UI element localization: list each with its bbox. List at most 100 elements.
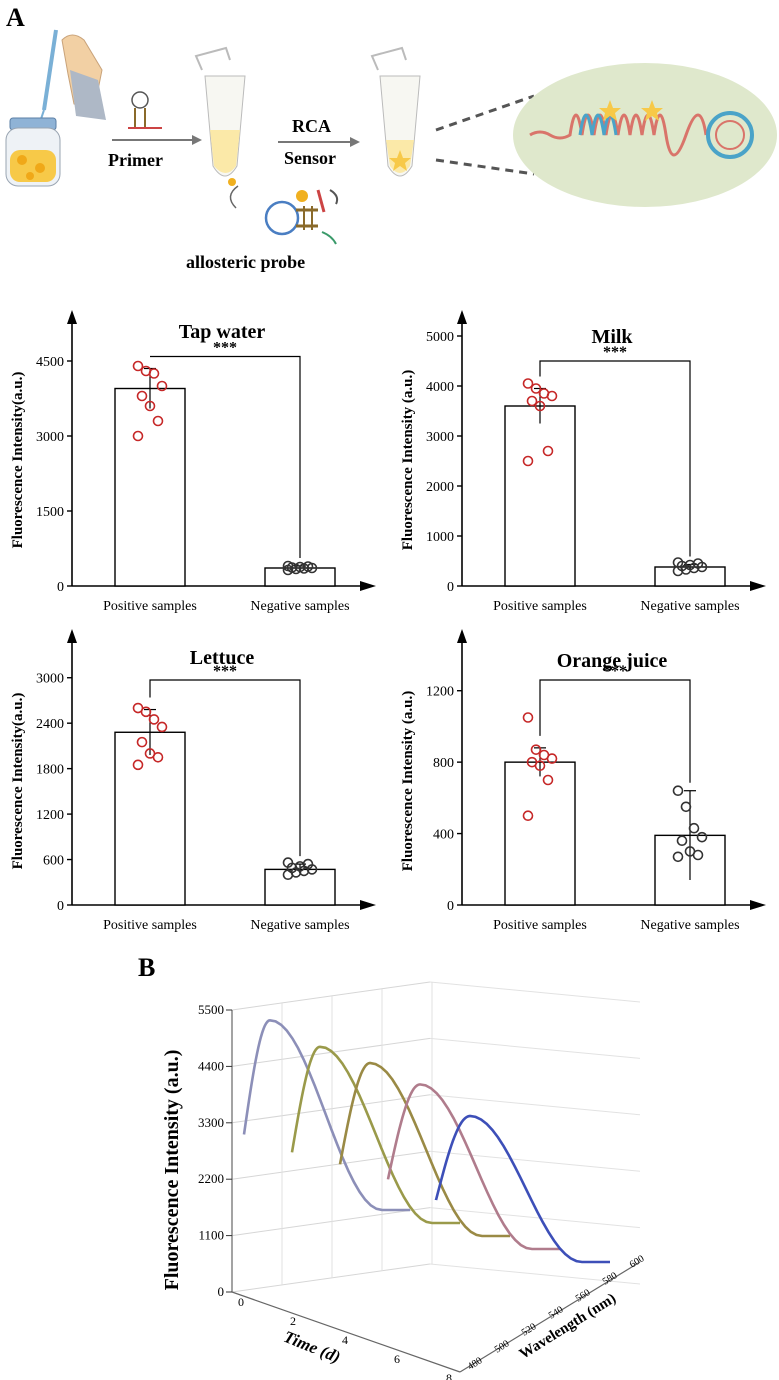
y-tick-label: 1200: [426, 685, 454, 700]
y-tick-label: 3000: [426, 430, 454, 445]
data-point: [680, 801, 692, 813]
data-point: [522, 378, 534, 389]
time-axis-label: Time (d): [281, 1327, 343, 1367]
bar-0: [504, 405, 576, 587]
y-tick-label: 0: [447, 899, 454, 914]
tube-icon-2: [370, 46, 421, 177]
grid-line: [231, 981, 431, 1011]
y-tick-label: 2400: [36, 717, 64, 732]
category-label: Positive samples: [103, 599, 197, 614]
zoom-line-top: [435, 94, 535, 132]
category-label: Positive samples: [103, 918, 197, 933]
data-point: [672, 851, 684, 863]
grid-line: [231, 1263, 431, 1293]
z-tick-label: 2200: [198, 1171, 224, 1186]
bar-chart-2: 0 600 1200 1800 2400 3000 Fluorescence Intensi…: [10, 629, 376, 933]
data-point: [542, 774, 554, 786]
y-axis-label: Fluorescence Intensity (a.u.): [400, 691, 416, 872]
time-tick-label: 4: [342, 1333, 348, 1347]
wavelength-tick-label: 520: [520, 1321, 539, 1338]
grid-line: [429, 1094, 641, 1116]
data-point: [136, 736, 148, 748]
y-tick-label: 4000: [426, 380, 454, 395]
data-point: [302, 561, 314, 572]
y-tick-label: 600: [43, 854, 64, 869]
significance-label: ***: [213, 663, 237, 680]
y-axis-label: Fluorescence Intensity (a.u.): [400, 370, 416, 551]
panel-a-schematic: A Primer: [5, 3, 777, 272]
y-tick-label: 1800: [36, 763, 64, 778]
time-axis: [231, 1291, 461, 1373]
y-tick-label: 400: [433, 828, 454, 843]
grid-line: [429, 981, 641, 1003]
grid-line: [429, 1037, 641, 1059]
category-label: Negative samples: [250, 918, 349, 933]
data-point: [534, 400, 546, 412]
time-tick-label: 0: [238, 1295, 244, 1309]
y-tick-label: 1000: [426, 530, 454, 545]
significance-bracket: [539, 679, 691, 783]
significance-label: ***: [603, 663, 627, 680]
y-axis-arrow: [67, 310, 77, 324]
y-axis-label: Fluorescence Intensity(a.u.): [10, 372, 26, 549]
primer-hairpin-icon: [128, 91, 162, 129]
time-tick-label: 8: [446, 1371, 452, 1380]
data-point: [282, 560, 294, 572]
sample-jar-icon: [5, 117, 61, 187]
rca-label: RCA: [292, 116, 331, 136]
data-point: [152, 751, 164, 763]
y-axis-label: Fluorescence Intensity(a.u.): [10, 693, 26, 870]
wavelength-tick-label: 480: [466, 1355, 485, 1372]
y-tick-label: 2000: [426, 480, 454, 495]
y-axis-arrow: [457, 310, 467, 324]
waterfall-3d-chart: 0 1100 2200 3300 4400 5500 Fluorescence Intens…: [161, 981, 646, 1380]
data-point: [152, 415, 164, 427]
y-tick-label: 5000: [426, 330, 454, 345]
sensor-label: Sensor: [284, 148, 336, 168]
wavelength-axis: [459, 1261, 641, 1373]
time-tick-label: 6: [394, 1352, 400, 1366]
data-point: [156, 380, 168, 392]
tube-icon-1: [194, 46, 246, 186]
data-point: [684, 559, 696, 571]
bar-0: [114, 387, 186, 587]
x-axis-arrow: [750, 900, 766, 910]
data-point: [156, 721, 168, 733]
panel-a-letter: A: [6, 3, 25, 32]
chart-title: Tap water: [179, 321, 266, 343]
category-label: Positive samples: [493, 918, 587, 933]
significance-bracket: [149, 679, 301, 857]
chart-title: Orange juice: [557, 650, 668, 672]
data-point: [144, 400, 156, 412]
y-tick-label: 4500: [36, 355, 64, 370]
data-point: [688, 822, 700, 834]
category-label: Negative samples: [250, 599, 349, 614]
bar-chart-1: 0 1000 2000 3000 4000 5000 Fluorescence Intens…: [400, 310, 766, 614]
allosteric-probe-icon: [229, 185, 339, 245]
bar-chart-3: 0 400 800 1200 Fluorescence Intensity (a.u.)…: [400, 629, 766, 933]
x-axis-arrow: [360, 900, 376, 910]
data-point: [302, 858, 314, 870]
bar-0: [114, 731, 186, 906]
primer-label: Primer: [108, 150, 163, 170]
data-point: [148, 714, 160, 725]
data-point: [530, 383, 542, 394]
data-point: [522, 455, 534, 467]
rca-product-ellipse: [513, 63, 777, 207]
data-point: [530, 744, 542, 755]
spectrum-line-4: [434, 1114, 610, 1264]
data-point: [140, 706, 152, 718]
bar-chart-0: 0 1500 3000 4500 Fluorescence Intensity(a.u.…: [10, 310, 376, 614]
grid-line: [429, 1207, 641, 1229]
z-tick-label: 4400: [198, 1058, 224, 1073]
z-axis-label: Fluorescence Intensity (a.u.): [161, 1050, 183, 1291]
y-tick-label: 0: [57, 899, 64, 914]
z-tick-label: 5500: [198, 1002, 224, 1017]
y-tick-label: 800: [433, 756, 454, 771]
y-axis-arrow: [67, 629, 77, 643]
y-tick-label: 0: [447, 580, 454, 595]
data-point: [522, 712, 534, 723]
data-point: [132, 759, 144, 771]
data-point: [132, 430, 144, 442]
